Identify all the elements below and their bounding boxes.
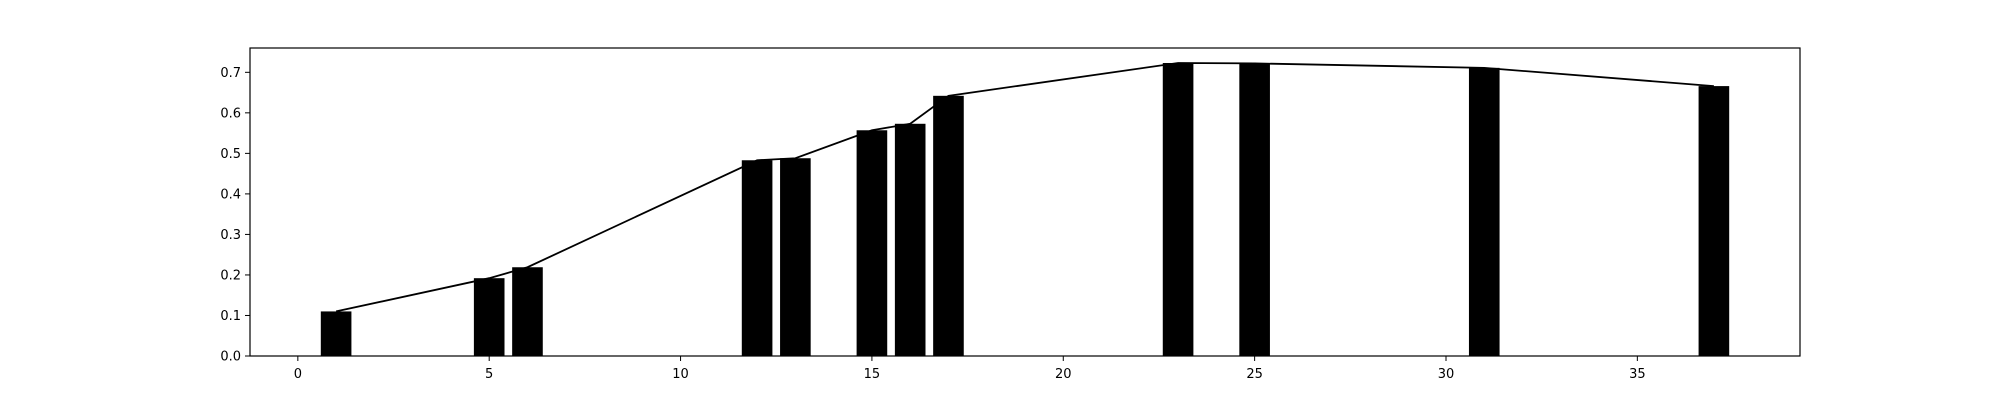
bar	[894, 123, 926, 356]
bar	[1698, 86, 1730, 357]
x-tick-label: 25	[1246, 367, 1263, 382]
bar	[512, 267, 543, 356]
x-tick-label: 15	[864, 367, 881, 382]
y-tick-label: 0.5	[220, 147, 241, 162]
line-layer	[335, 62, 1714, 313]
bar	[1162, 62, 1194, 356]
bar	[1468, 67, 1500, 356]
bar	[741, 160, 773, 356]
x-tick-label: 0	[294, 367, 302, 382]
y-tick-label: 0.0	[220, 350, 241, 365]
y-tick-label: 0.4	[220, 187, 241, 202]
plot-area-frame	[249, 47, 1801, 357]
bar	[1239, 63, 1270, 357]
y-tick-label: 0.1	[220, 309, 241, 324]
bar	[933, 95, 964, 357]
y-tick-label: 0.6	[220, 106, 241, 121]
y-axis: 0.0 0.1 0.2 0.3 0.4 0.5 0.6 0.7	[220, 66, 250, 365]
bar	[856, 130, 888, 356]
x-tick-label: 20	[1055, 367, 1072, 382]
x-tick-label: 5	[485, 367, 493, 382]
bar	[780, 158, 811, 356]
x-axis: 0 5 10 15 20 25 30 35	[294, 356, 1646, 382]
bar	[320, 311, 352, 356]
y-tick-label: 0.3	[220, 228, 241, 243]
series-line	[335, 62, 1714, 313]
bars-layer	[320, 62, 1730, 357]
y-tick-label: 0.2	[220, 268, 241, 283]
y-tick-label: 0.7	[220, 66, 241, 81]
bar	[473, 278, 505, 356]
x-tick-label: 30	[1438, 367, 1455, 382]
x-tick-label: 35	[1629, 367, 1646, 382]
x-tick-label: 10	[672, 367, 689, 382]
